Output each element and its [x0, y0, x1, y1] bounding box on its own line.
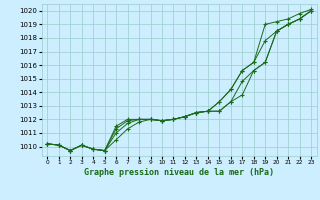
X-axis label: Graphe pression niveau de la mer (hPa): Graphe pression niveau de la mer (hPa) [84, 168, 274, 177]
